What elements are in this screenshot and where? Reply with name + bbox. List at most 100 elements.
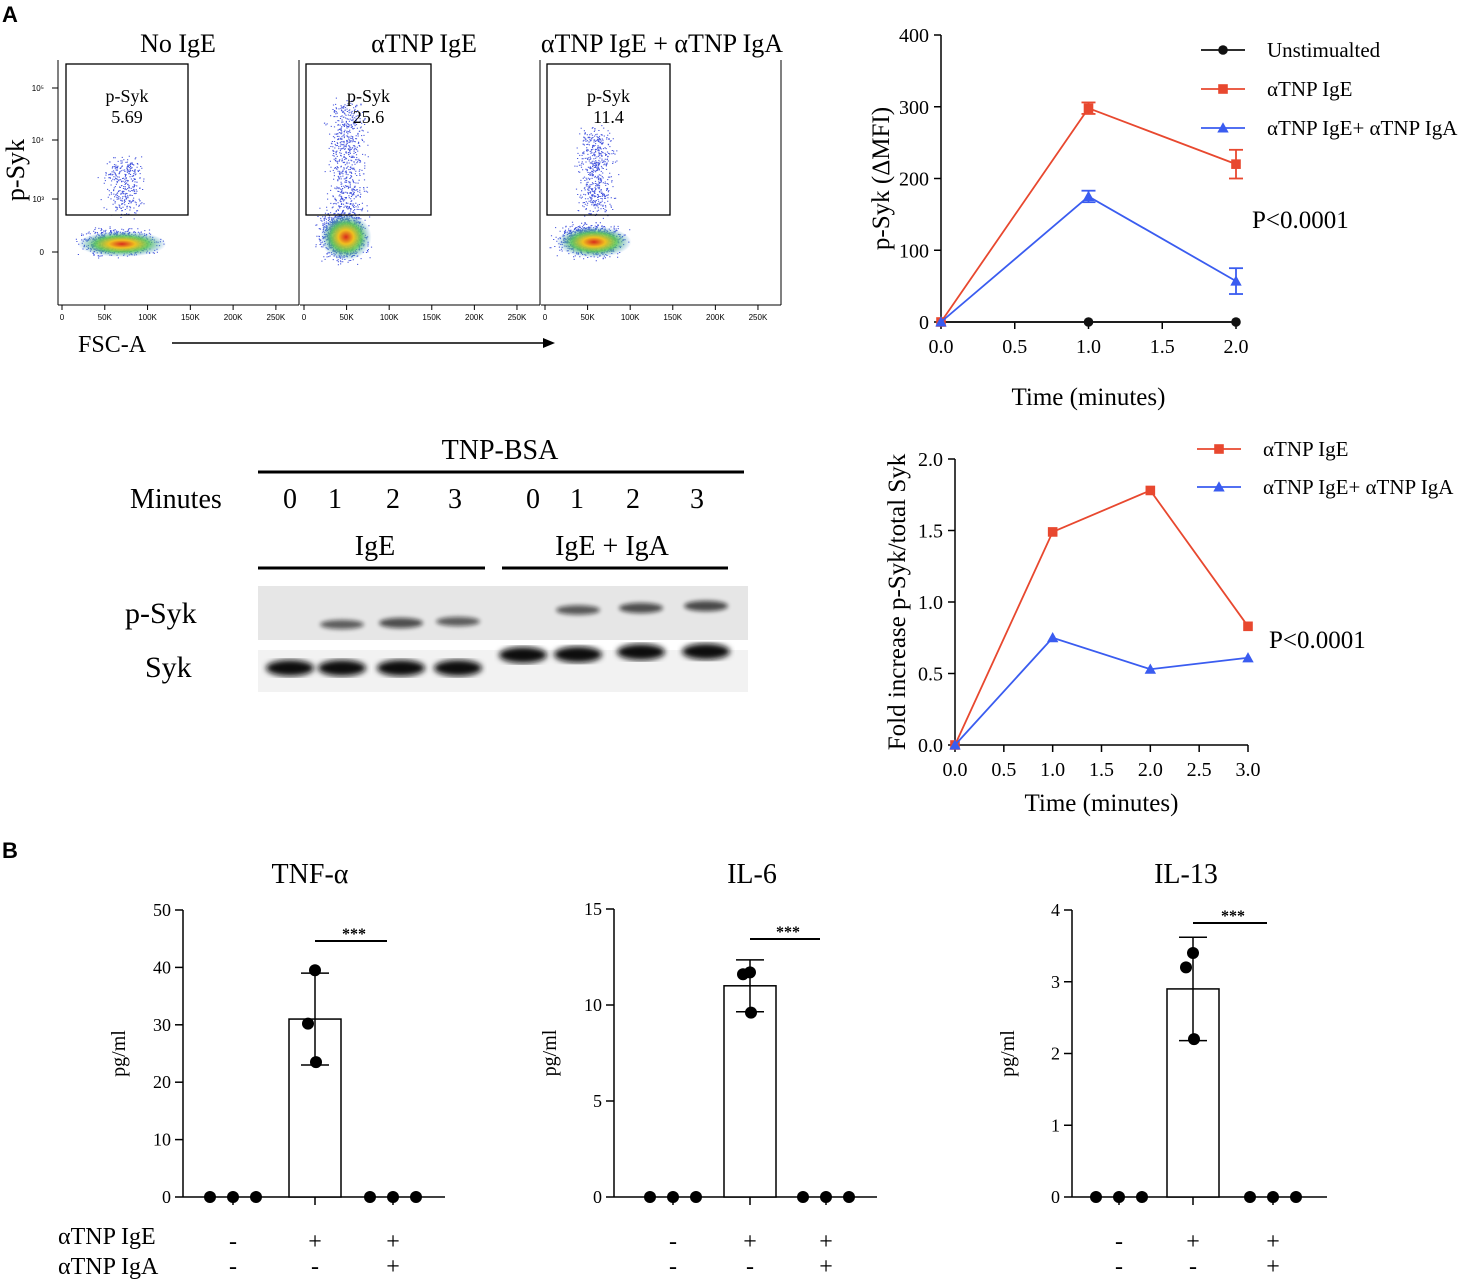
x-tick-label: 0.5: [991, 759, 1016, 781]
y-tick-label: 0.5: [918, 664, 943, 686]
flow-x-tick-label: 100K: [380, 313, 399, 322]
table-row-label-ige: αTNP IgE: [58, 1224, 156, 1250]
replicate-point: [227, 1191, 239, 1203]
syk-band: [682, 643, 730, 660]
ige-sign: +: [1186, 1229, 1200, 1255]
minute-label: 3: [448, 484, 462, 515]
y-tick-label: 5: [593, 1091, 602, 1111]
flow-x-tick-label: 250K: [267, 313, 286, 322]
y-axis-label: pg/ml: [997, 1030, 1019, 1077]
iga-sign: -: [669, 1254, 677, 1280]
p-value-annotation: P<0.0001: [1252, 207, 1349, 234]
psyk-band: [619, 602, 663, 614]
data-point: [949, 739, 961, 750]
minute-label: 3: [690, 484, 704, 515]
syk-band: [554, 646, 602, 663]
chart-title: TNF-α: [272, 859, 349, 890]
minute-label: 1: [328, 484, 342, 515]
y-tick-label: 10: [153, 1130, 171, 1150]
y-tick-label: 3: [1051, 972, 1060, 992]
replicate-point: [410, 1191, 422, 1203]
x-tick-label: 1.0: [1076, 336, 1101, 358]
y-tick-label: 30: [153, 1015, 171, 1035]
y-axis-label: p-Syk (ΔMFI): [868, 107, 895, 250]
x-tick-label: 2.5: [1187, 759, 1212, 781]
flow-density-core: [77, 231, 167, 257]
replicate-point: [309, 964, 321, 977]
flow-x-tick-label: 150K: [181, 313, 200, 322]
flow-y-tick-label: 10⁵: [32, 84, 44, 93]
panel-label-a: A: [2, 2, 18, 27]
x-tick-label: 0.0: [943, 759, 968, 781]
chart-title: IL-13: [1154, 859, 1218, 890]
x-axis-label: Time (minutes): [1025, 790, 1179, 817]
flow-x-tick-label: 50K: [339, 313, 354, 322]
psyk-mfi-chart: 0 100 200 300 400 0.0 0.5 1.0 1.5 2.0 Time (minute…: [868, 25, 1458, 411]
legend-label: αTNP IgE+ αTNP IgA: [1263, 475, 1454, 499]
psyk-band: [684, 600, 728, 612]
fold-increase-chart: 0.0 0.5 1.0 1.5 2.0 0.0 0.5 1.0 1.5 2.0 2.5 3.0 Time…: [884, 437, 1454, 817]
p-value-annotation: P<0.0001: [1269, 627, 1366, 654]
y-tick-label: 0: [593, 1187, 602, 1207]
iga-sign: -: [311, 1254, 319, 1280]
replicate-point: [843, 1191, 855, 1203]
psyk-band: [379, 617, 423, 629]
iga-sign: -: [1189, 1254, 1197, 1280]
flow-x-tick-label: 200K: [224, 313, 243, 322]
legend-marker: [1214, 444, 1224, 454]
data-point: [1082, 190, 1095, 201]
iga-sign: -: [746, 1254, 754, 1280]
y-tick-label: 2: [1051, 1044, 1060, 1064]
syk-band: [318, 660, 366, 676]
y-axis-label: Fold increase p-Syk/total Syk: [884, 453, 911, 750]
gate-box: [546, 63, 671, 216]
minute-label: 1: [570, 484, 584, 515]
flow-x-axis-label: FSC-A: [78, 332, 147, 358]
flow-panel-title: αTNP IgE: [371, 29, 477, 58]
y-tick-label: 15: [584, 899, 602, 919]
replicate-point: [1090, 1191, 1102, 1203]
replicate-point: [745, 1006, 757, 1019]
replicate-point: [644, 1191, 656, 1203]
y-tick-label: 1.5: [918, 521, 943, 543]
data-point: [1230, 275, 1242, 286]
data-point: [1145, 485, 1156, 496]
replicate-point: [1180, 961, 1192, 974]
y-axis-label: pg/ml: [539, 1029, 561, 1076]
flow-x-tick-label: 250K: [508, 313, 527, 322]
flow-x-tick-label: 0: [543, 313, 548, 322]
minutes-label: Minutes: [130, 484, 222, 515]
row-label-syk: Syk: [145, 651, 192, 684]
significance-stars: ***: [776, 924, 800, 941]
flow-y-tick-label: 10⁴: [32, 136, 45, 145]
flow-x-tick-label: 150K: [663, 313, 682, 322]
legend-marker: [1213, 481, 1225, 492]
ige-sign: +: [1266, 1229, 1280, 1255]
series-0: [936, 317, 1241, 327]
gate-box: [65, 63, 189, 216]
replicate-point: [1267, 1191, 1279, 1203]
replicate-point: [302, 1017, 314, 1030]
y-tick-label: 300: [899, 97, 929, 119]
series-0: [950, 485, 1253, 750]
significance-stars: ***: [342, 926, 366, 943]
minute-label: 0: [283, 484, 297, 515]
y-tick-label: 50: [153, 900, 171, 920]
data-point: [1231, 317, 1241, 327]
ige-sign: +: [308, 1229, 322, 1255]
data-point: [1047, 527, 1058, 537]
flow-x-tick-label: 200K: [706, 313, 725, 322]
replicate-point: [690, 1191, 702, 1203]
x-tick-label: 0.5: [1002, 336, 1027, 358]
flow-x-tick-label: 0: [60, 313, 65, 322]
flow-panel-title: αTNP IgE + αTNP IgA: [541, 29, 783, 58]
ige-sign: -: [229, 1229, 237, 1255]
treatment-label: TNP-BSA: [442, 435, 559, 466]
replicate-point: [1290, 1191, 1302, 1203]
replicate-point: [1136, 1191, 1148, 1203]
